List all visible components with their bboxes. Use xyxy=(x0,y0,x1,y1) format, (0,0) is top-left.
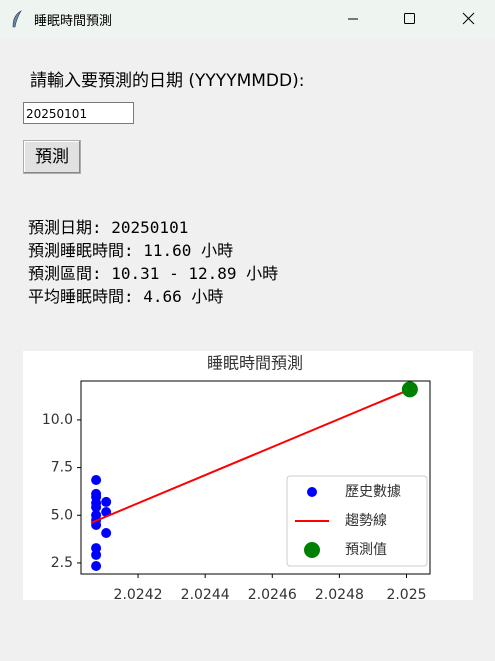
result-line: 平均睡眠時間: 4.66 小時 xyxy=(28,287,224,306)
legend-label: 趨勢線 xyxy=(345,513,387,529)
chart-title: 睡眠時間預測 xyxy=(207,354,303,373)
data-point xyxy=(101,496,112,507)
close-button[interactable] xyxy=(446,0,492,38)
chart: 睡眠時間預測 2.0242 2.0244 2.0246 2.0248 2.025 2.5 5… xyxy=(23,351,473,600)
legend-swatch xyxy=(304,542,320,558)
data-point xyxy=(91,560,102,571)
title-bar: 睡眠時間預測 xyxy=(0,0,495,38)
data-point xyxy=(401,381,418,398)
x-tick-label: 2.0242 xyxy=(114,587,163,600)
data-point xyxy=(91,502,102,513)
result-line: 預測區間: 10.31 - 12.89 小時 xyxy=(28,264,279,283)
prompt-label: 請輸入要預測的日期 (YYYYMMDD): xyxy=(30,71,305,91)
predict-button[interactable]: 預測 xyxy=(23,140,81,174)
minimize-button[interactable] xyxy=(330,0,376,38)
plot-frame xyxy=(80,380,431,575)
trend-line xyxy=(90,388,411,524)
y-tick-label: 5.0 xyxy=(51,507,73,523)
legend-swatch xyxy=(307,487,317,497)
legend-label: 預測值 xyxy=(345,542,387,558)
data-point xyxy=(91,549,102,560)
data-point xyxy=(91,543,102,554)
legend-label: 歷史數據 xyxy=(345,484,401,500)
y-tick-label: 10.0 xyxy=(42,412,73,428)
legend-box xyxy=(286,475,428,567)
data-point xyxy=(91,474,102,485)
y-tick-label: 2.5 xyxy=(51,555,73,571)
window-title: 睡眠時間預測 xyxy=(34,14,113,29)
x-tick-label: 2.025 xyxy=(386,587,426,600)
app-icon xyxy=(12,10,22,28)
x-tick-label: 2.0244 xyxy=(181,587,230,600)
maximize-button[interactable] xyxy=(386,0,432,38)
result-line: 預測睡眠時間: 11.60 小時 xyxy=(28,241,234,260)
result-line: 預測日期: 20250101 xyxy=(28,218,189,237)
x-tick-label: 2.0248 xyxy=(315,587,364,600)
y-tick-label: 7.5 xyxy=(51,460,73,476)
data-point xyxy=(101,527,112,538)
x-tick-label: 2.0246 xyxy=(248,587,297,600)
date-entry[interactable]: 20250101 xyxy=(23,102,134,124)
